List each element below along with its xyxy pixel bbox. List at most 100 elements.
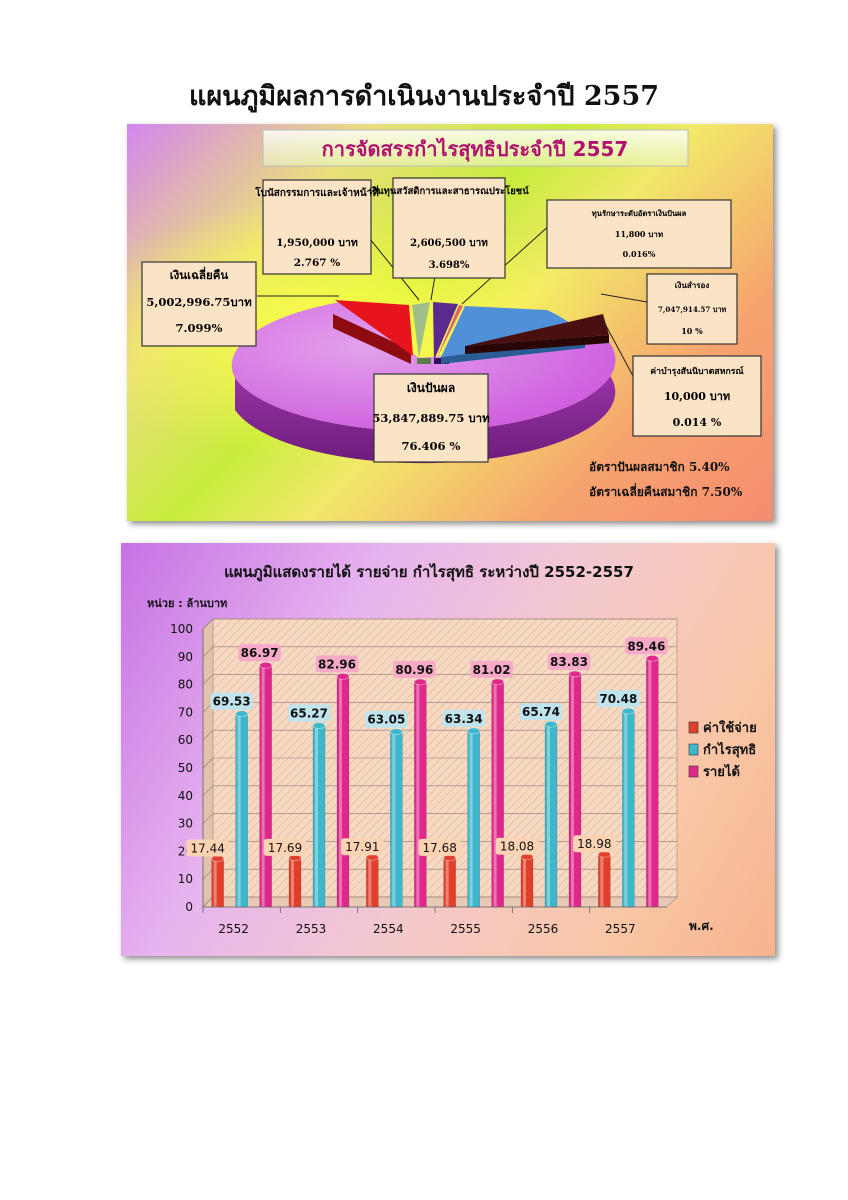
y-tick-label: 0	[185, 900, 193, 914]
data-label: 65.74	[522, 705, 560, 719]
bar-highlight	[547, 724, 550, 907]
y-tick-label: 30	[178, 817, 193, 831]
bar	[520, 856, 534, 908]
pie-chart-svg: การจัดสรรกำไรสุทธิประจำปี 2557	[141, 129, 762, 499]
x-tick-label: 2555	[450, 922, 481, 936]
bar-highlight	[416, 681, 420, 907]
pie-label-bonus-amount: 1,950,000 บาท	[276, 237, 358, 249]
bar	[544, 723, 558, 908]
pie-label-bonus: โบนัสกรรมการและเจ้าหน้าที่ 1,950,000 บาท…	[254, 179, 379, 275]
y-tick-label: 60	[178, 733, 193, 747]
pie-slice-side-dividend	[235, 342, 616, 464]
bar	[598, 853, 611, 908]
pie-label-refund-name: เงินเฉลี่ยคืน	[170, 266, 229, 282]
pie-chart-panel: การจัดสรรกำไรสุทธิประจำปี 2557	[127, 124, 773, 521]
bar-chart-unit-label: หน่วย : ล้านบาท	[147, 597, 227, 610]
bar-highlight	[600, 854, 604, 907]
data-label-bg	[547, 652, 591, 670]
pie-label-dividend: เงินปันผล 53,847,889.75 บาท 76.406 %	[372, 373, 490, 463]
pie-label-reserve-dividend-fund: ทุนรักษาระดับอัตราเงินปันผล 11,800 บาท 0…	[546, 199, 732, 269]
bar	[259, 664, 272, 908]
pie-slice-bonus-group	[412, 302, 431, 364]
bar-highlight	[392, 731, 396, 907]
bar-highlight	[291, 857, 294, 907]
data-label: 82.96	[318, 657, 356, 671]
data-label: 83.83	[550, 655, 588, 669]
data-label-bg	[470, 660, 513, 678]
data-label-bg	[365, 710, 408, 728]
pie-label-refund-amount: 5,002,996.75บาท	[146, 295, 252, 309]
bar-cap	[336, 673, 350, 680]
pie-slice-reserve-dividend-fund	[436, 305, 463, 360]
bar-cap	[622, 707, 635, 715]
y-gridline	[202, 757, 677, 769]
bar	[443, 857, 456, 908]
bar-highlight	[213, 858, 217, 907]
data-label-bg	[625, 637, 668, 655]
legend-swatch	[688, 721, 699, 734]
data-label-bg	[418, 838, 461, 856]
pie-label-league-fee-name: ค่าบำรุงสันนิบาตสหกรณ์	[650, 365, 744, 377]
pie-label-reserve: เงินสำรอง 7,047,914.57 บาท 10 %	[646, 273, 738, 345]
y-gridline	[202, 729, 677, 741]
pie-label-dividend-amount: 53,847,889.75 บาท	[372, 411, 490, 425]
y-tick-label: 90	[178, 650, 193, 664]
pie-label-reserve-dividend-fund-percent: 0.016%	[623, 249, 656, 259]
pie-slice-side-bonus	[417, 358, 431, 364]
bar	[390, 731, 403, 908]
bar-highlight	[523, 856, 526, 907]
data-label: 63.34	[445, 712, 483, 726]
bar-cap	[312, 722, 326, 729]
bar-cap	[235, 710, 248, 718]
data-label-bg	[210, 692, 253, 710]
pie-label-welfare: เงินทุนสวัสดิการและสาธารณประโยชน์ 2,606,…	[369, 177, 529, 279]
pie-slice-dividend-group	[231, 302, 616, 464]
pie-chart-title: การจัดสรรกำไรสุทธิประจำปี 2557	[322, 137, 629, 162]
y-gridline	[202, 674, 677, 685]
data-label-bg	[597, 690, 640, 708]
data-label-bg	[263, 838, 307, 856]
pie-slice-side-refund	[333, 314, 411, 364]
data-label-bg	[341, 838, 384, 856]
bar-highlight	[493, 681, 497, 907]
bar-cap	[491, 678, 504, 686]
y-gridline	[202, 646, 677, 658]
dividend-rate-note: อัตราปันผลสมาชิก 5.40%	[589, 460, 730, 474]
bar-cap	[568, 670, 582, 678]
bar-chart-svg: แผนภูมิแสดงรายได้ รายจ่าย กำไรสุทธิ ระหว…	[147, 562, 757, 936]
data-label-bg	[287, 704, 331, 722]
data-label: 69.53	[213, 695, 251, 709]
data-label-bg	[442, 709, 485, 727]
data-label: 63.05	[367, 713, 405, 727]
bar-highlight	[469, 730, 473, 907]
pie-title-box	[262, 129, 689, 167]
bar-highlight	[368, 857, 372, 907]
data-label: 81.02	[473, 663, 511, 677]
data-label: 18.08	[500, 840, 534, 854]
pie-slice-welfare	[433, 302, 458, 360]
x-tick-label: 2554	[373, 922, 404, 936]
pie-label-reserve-name: เงินสำรอง	[675, 280, 710, 290]
data-label: 17.91	[345, 840, 379, 854]
x-tick-label: 2556	[528, 922, 559, 936]
pie-label-welfare-percent: 3.698%	[429, 260, 470, 271]
pie-label-welfare-name: เงินทุนสวัสดิการและสาธารณประโยชน์	[369, 185, 529, 197]
bar	[336, 676, 350, 908]
refund-rate-note: อัตราเฉลี่ยคืนสมาชิก 7.50%	[589, 483, 743, 499]
pie-label-refund-percent: 7.099%	[176, 321, 223, 335]
bar-cap	[467, 727, 480, 735]
legend-label: กำไรสุทธิ	[703, 741, 756, 758]
bar	[622, 710, 635, 908]
pie-slice-league-fee	[465, 314, 609, 346]
data-label: 65.27	[290, 707, 328, 721]
bar	[568, 673, 582, 908]
bar-cap	[414, 678, 427, 686]
data-label: 17.68	[422, 841, 456, 855]
bar-highlight	[315, 725, 318, 907]
bar	[467, 730, 480, 908]
y-tick-label: 70	[178, 705, 193, 719]
x-tick-label: 2557	[605, 922, 636, 936]
legend-label: รายได้	[703, 763, 740, 780]
pie-slice-side-league-fee	[465, 335, 609, 354]
data-label-bg	[519, 703, 563, 721]
